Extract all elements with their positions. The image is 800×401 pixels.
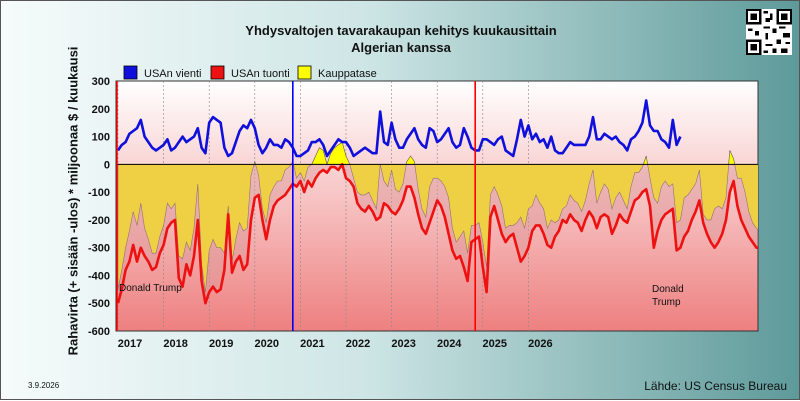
y-tick-label: -500 (88, 298, 110, 310)
annotation-label: Donald (652, 284, 684, 295)
y-tick-label: 300 (92, 76, 110, 88)
legend-label: USAn tuonti (231, 68, 290, 80)
y-tick-label: 200 (92, 104, 110, 116)
y-tick-label: -300 (88, 243, 110, 255)
y-tick-label: -600 (88, 326, 110, 338)
y-tick-label: -200 (88, 215, 110, 227)
x-tick-label: 2020 (255, 338, 279, 350)
x-tick-label: 2022 (346, 338, 370, 350)
x-tick-label: 2024 (437, 338, 462, 350)
legend-swatch (123, 65, 138, 80)
source-note: Lähde: US Census Bureau (644, 379, 787, 393)
chart-subtitle: Algerian kanssa (351, 40, 451, 55)
imports-line (116, 163, 758, 305)
x-tick-label: 2018 (163, 338, 187, 350)
y-tick-label: -100 (88, 187, 110, 199)
plot-group (116, 99, 758, 305)
date-stamp: 3.9.2026 (28, 381, 60, 390)
x-tick-label: 2023 (391, 338, 415, 350)
annotation-label: Donald Trump (119, 283, 182, 294)
x-tick-label: 2017 (118, 338, 142, 350)
qr-code-icon (746, 9, 792, 55)
y-tick-label: -400 (88, 270, 110, 282)
x-tick-label: 2021 (300, 338, 324, 350)
legend-swatch (210, 65, 225, 80)
x-tick-label: 2026 (528, 338, 552, 350)
annotation-label: Trump (652, 297, 681, 308)
exports-line (116, 99, 682, 158)
legend-label: USAn vienti (144, 68, 201, 80)
x-tick-label: 2019 (209, 338, 233, 350)
y-tick-label: 0 (104, 159, 110, 171)
chart-title: Yhdysvaltojen tavarakaupan kehitys kuuka… (245, 23, 557, 38)
legend-label: Kauppatase (318, 68, 377, 80)
y-tick-label: 100 (92, 132, 110, 144)
x-tick-label: 2025 (483, 338, 507, 350)
legend-swatch (297, 65, 312, 80)
